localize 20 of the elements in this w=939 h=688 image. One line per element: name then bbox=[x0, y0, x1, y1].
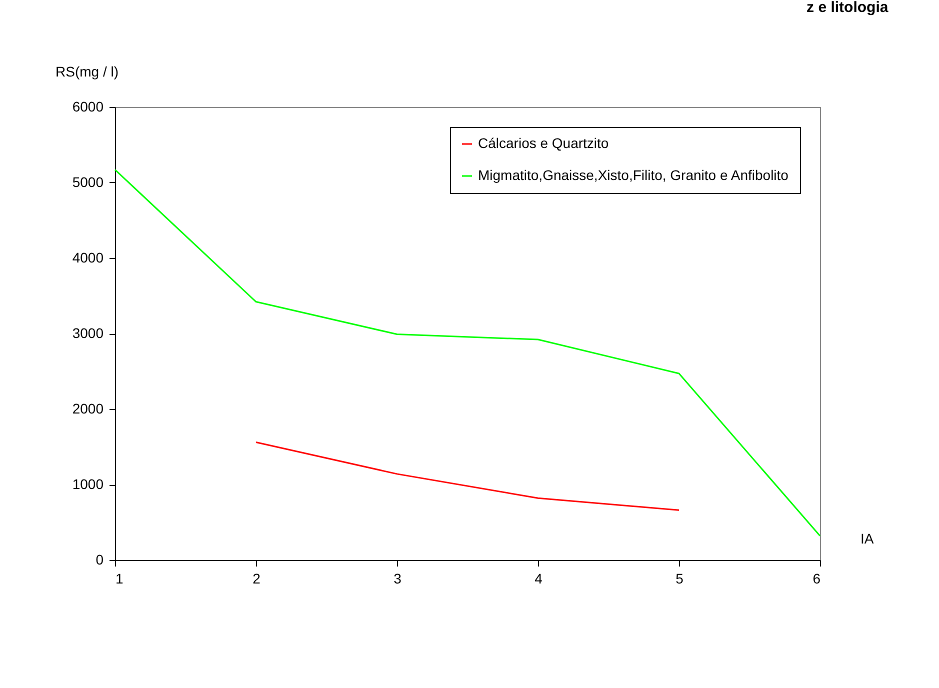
x-tick-label: 3 bbox=[394, 570, 402, 586]
x-tick-label: 5 bbox=[676, 570, 684, 586]
y-tick-label: 4000 bbox=[72, 250, 104, 266]
x-tick-label: 4 bbox=[534, 570, 543, 586]
x-tick-label: 6 bbox=[812, 570, 821, 586]
line-series bbox=[255, 441, 680, 511]
x-tick-label: 1 bbox=[116, 570, 124, 586]
line-series bbox=[114, 168, 821, 537]
y-axis-title: RS(mg / l) bbox=[56, 64, 118, 80]
y-tick-label: 5000 bbox=[72, 174, 104, 190]
y-tick-label: 1000 bbox=[72, 476, 104, 492]
y-tick-label: 2000 bbox=[72, 400, 104, 416]
legend-label: Migmatito,Gnaisse,Xisto,Filito, Granito e Anfibolito bbox=[478, 167, 789, 183]
x-axis-title: IA bbox=[860, 530, 874, 546]
x-tick-label: 2 bbox=[252, 570, 261, 586]
chart-title: z e litologia bbox=[806, 0, 889, 16]
y-tick-label: 6000 bbox=[72, 98, 104, 114]
y-tick-label: 0 bbox=[96, 552, 104, 568]
y-tick-label: 3000 bbox=[72, 325, 104, 341]
legend-label: Cálcarios e Quartzito bbox=[478, 135, 609, 151]
